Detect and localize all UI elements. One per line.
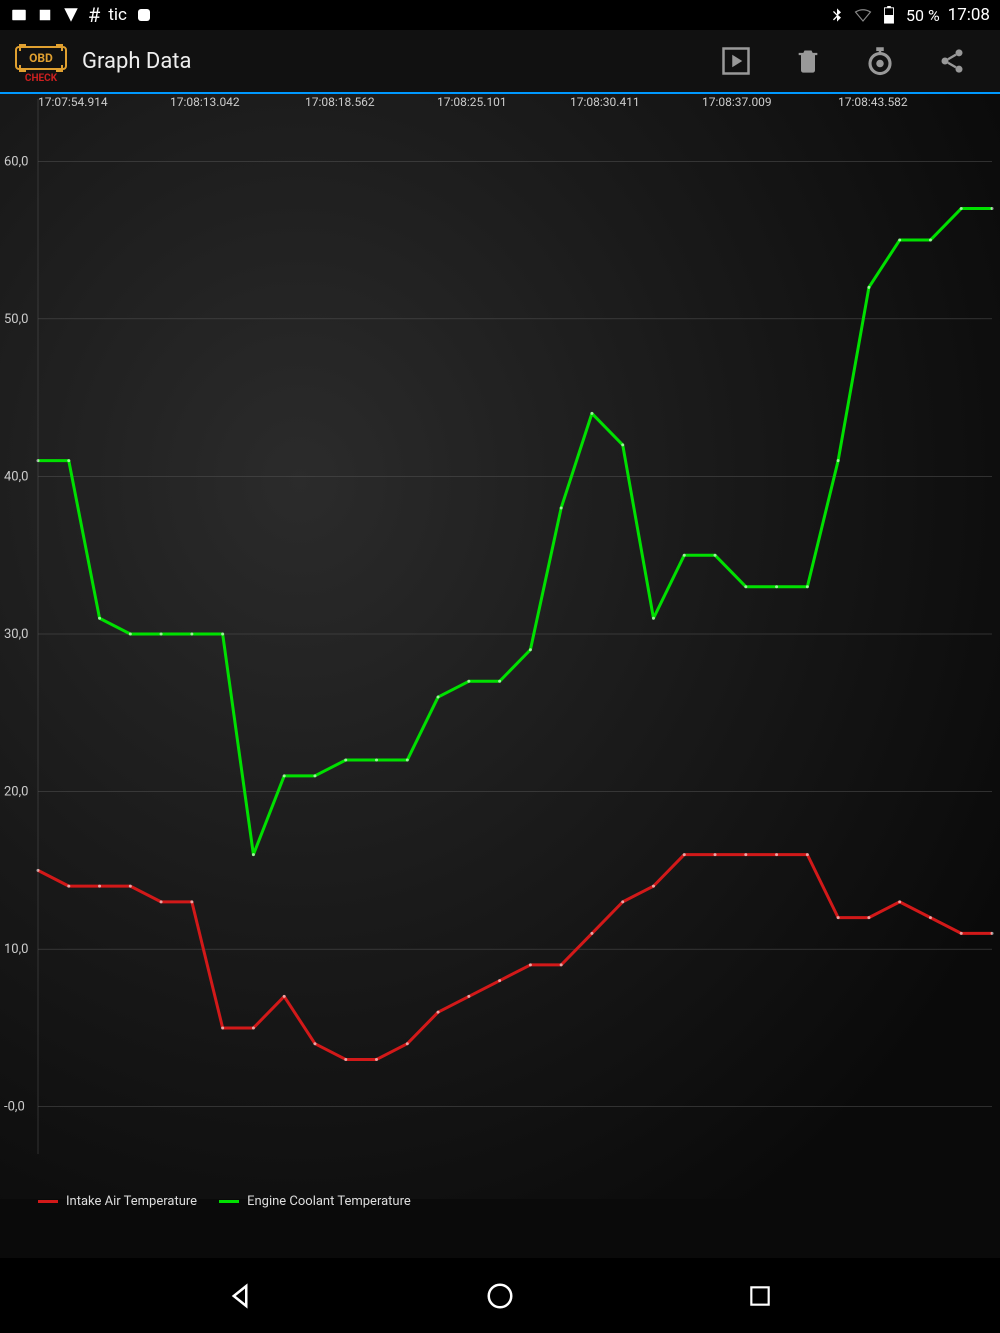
- svg-text:17:08:25.101: 17:08:25.101: [437, 95, 507, 109]
- legend-item: Engine Coolant Temperature: [219, 1194, 411, 1209]
- hash-icon: #: [88, 3, 100, 27]
- app-header: OBD CHECK Graph Data: [0, 30, 1000, 92]
- wifi-icon: [854, 6, 872, 24]
- battery-icon: [880, 6, 898, 24]
- rounded-square-icon: [135, 6, 153, 24]
- obd-logo-icon: OBD CHECK: [12, 37, 70, 85]
- svg-text:50,0: 50,0: [4, 312, 28, 327]
- chart-container: 17:07:54.914 17:08:13.042 17:08:18.562 17:0…: [0, 94, 1000, 1224]
- battery-percent: 50 %: [906, 6, 940, 25]
- share-button[interactable]: [936, 45, 968, 77]
- legend-label: Intake Air Temperature: [66, 1194, 197, 1209]
- page-title: Graph Data: [82, 49, 191, 74]
- legend-label: Engine Coolant Temperature: [247, 1194, 411, 1209]
- recent-apps-button[interactable]: [740, 1276, 780, 1316]
- tic-text: tic: [108, 5, 127, 25]
- legend-item: Intake Air Temperature: [38, 1194, 197, 1209]
- delete-button[interactable]: [792, 45, 824, 77]
- stopwatch-button[interactable]: [864, 45, 896, 77]
- svg-text:10,0: 10,0: [4, 942, 28, 957]
- svg-text:40,0: 40,0: [4, 469, 28, 484]
- svg-text:17:08:37.009: 17:08:37.009: [702, 95, 772, 109]
- svg-text:17:08:30.411: 17:08:30.411: [570, 95, 640, 109]
- svg-text:CHECK: CHECK: [25, 73, 58, 84]
- home-button[interactable]: [480, 1276, 520, 1316]
- chart-legend: Intake Air Temperature Engine Coolant Tem…: [38, 1194, 411, 1209]
- android-nav-bar: [0, 1258, 1000, 1333]
- svg-text:17:07:54.914: 17:07:54.914: [38, 95, 108, 109]
- legend-swatch: [219, 1200, 239, 1203]
- legend-swatch: [38, 1200, 58, 1203]
- svg-text:17:08:18.562: 17:08:18.562: [305, 95, 375, 109]
- svg-text:17:08:43.582: 17:08:43.582: [838, 95, 908, 109]
- android-status-bar: # tic 50 % 17:08: [0, 0, 1000, 30]
- back-button[interactable]: [220, 1276, 260, 1316]
- svg-text:17:08:13.042: 17:08:13.042: [170, 95, 240, 109]
- status-time: 17:08: [948, 5, 990, 25]
- svg-text:30,0: 30,0: [4, 627, 28, 642]
- svg-text:OBD: OBD: [29, 51, 53, 65]
- bluetooth-icon: [828, 6, 846, 24]
- svg-text:60,0: 60,0: [4, 154, 28, 169]
- svg-text:-0,0: -0,0: [4, 1100, 25, 1115]
- bird-icon: [62, 6, 80, 24]
- svg-text:20,0: 20,0: [4, 785, 28, 800]
- square-icon: [36, 6, 54, 24]
- line-chart: 17:07:54.914 17:08:13.042 17:08:18.562 17:0…: [0, 94, 1000, 1199]
- play-button[interactable]: [720, 45, 752, 77]
- image-icon: [10, 6, 28, 24]
